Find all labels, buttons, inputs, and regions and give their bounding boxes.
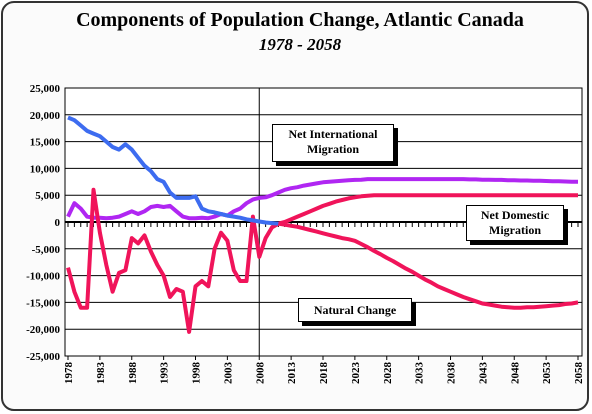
x-tick-label: 1998	[191, 362, 203, 385]
x-tick-label: 1988	[127, 362, 139, 385]
series-line	[66, 177, 578, 221]
x-tick-label: 2038	[446, 362, 458, 385]
y-tick-label: 0	[55, 217, 61, 229]
series-line	[67, 115, 279, 226]
x-tick-label: 1993	[159, 362, 171, 385]
x-tick-label: 2008	[254, 362, 266, 385]
x-tick-label: 1983	[95, 362, 107, 385]
x-tick-label: 2023	[350, 362, 362, 385]
x-tick-label: 2048	[509, 362, 521, 385]
x-tick-label: 2053	[541, 362, 553, 385]
y-tick-label: 25,000	[30, 83, 61, 95]
annotation: Net International Migration	[272, 124, 394, 162]
chart-subtitle: 1978 - 2058	[259, 35, 342, 54]
y-tick-label: -20,000	[26, 324, 60, 336]
x-tick-label: 2018	[318, 362, 330, 385]
annotation: Net Domestic Migration	[466, 205, 564, 241]
x-tick-label: 2043	[477, 362, 489, 385]
x-tick-label: 2033	[414, 362, 426, 385]
y-tick-label: -25,000	[26, 351, 60, 363]
y-tick-label: 15,000	[30, 137, 61, 149]
y-tick-label: 5,000	[35, 190, 60, 202]
x-tick-label: 2003	[222, 362, 234, 385]
x-tick-label: 1978	[63, 362, 75, 385]
x-tick-label: 2028	[382, 362, 394, 385]
chart-title: Components of Population Change, Atlanti…	[76, 9, 524, 31]
x-tick-label: 2013	[286, 362, 298, 385]
y-tick-label: -10,000	[26, 271, 60, 283]
y-tick-label: 10,000	[30, 163, 61, 175]
y-tick-label: -15,000	[26, 297, 60, 309]
y-tick-label: -5,000	[32, 244, 61, 256]
series-line	[66, 187, 578, 334]
series-line	[278, 221, 579, 310]
x-tick-label: 2058	[573, 362, 585, 385]
y-tick-label: 20,000	[30, 110, 61, 122]
annotation: Natural Change	[298, 298, 412, 322]
